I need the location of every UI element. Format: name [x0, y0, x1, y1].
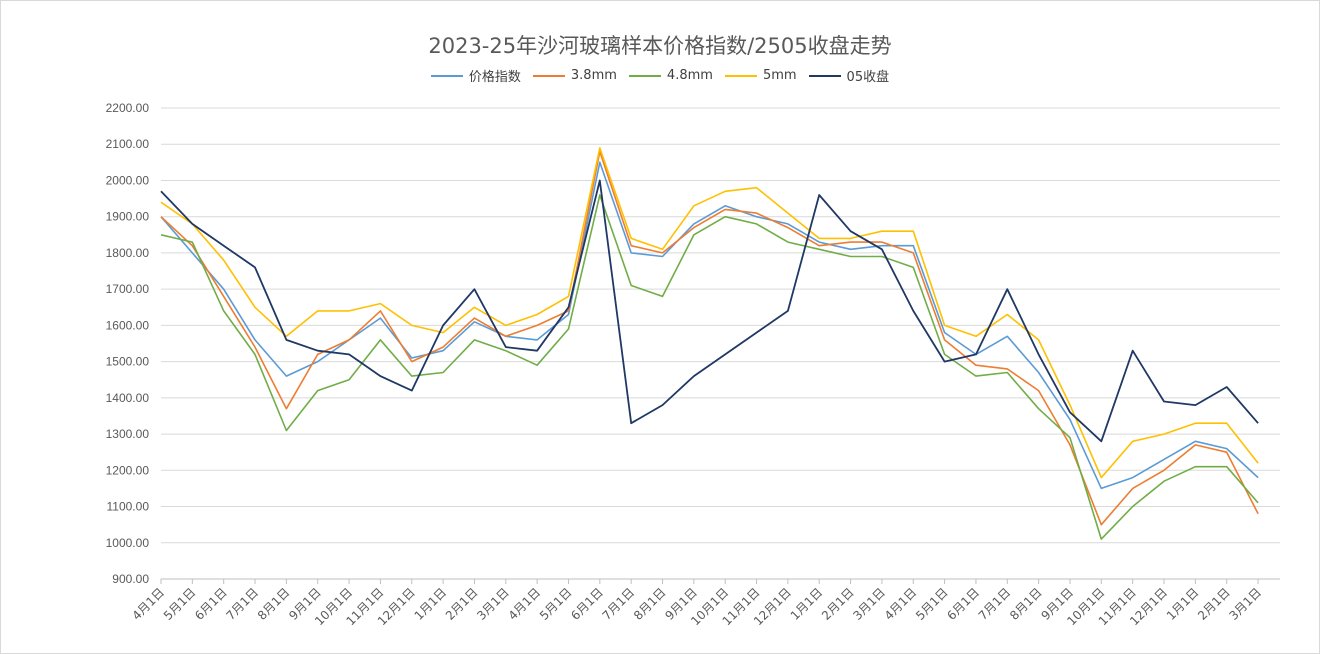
x-axis: 4月1日5月1日6月1日7月1日8月1日9月1日10月1日11月1日12月1日1…: [129, 579, 1264, 628]
legend-label-4-8mm: 4.8mm: [666, 68, 713, 83]
legend-item-05-close: 05收盘: [808, 66, 890, 85]
x-tick-label: 1月1日: [788, 585, 826, 623]
x-tick-label: 2月1日: [819, 585, 857, 623]
legend-swatch-4-8mm: [628, 74, 661, 77]
series-line-0: [160, 161, 1259, 490]
legend-item-5mm: 5mm: [724, 66, 797, 85]
y-tick-label: 1400.00: [106, 391, 150, 405]
y-tick-label: 1900.00: [106, 210, 150, 224]
legend-item-3-8mm: 3.8mm: [532, 66, 617, 85]
x-tick-label: 5月1日: [913, 585, 951, 623]
legend-swatch-index: [430, 74, 463, 77]
y-tick-label: 2000.00: [106, 173, 150, 187]
y-tick-label: 1700.00: [106, 282, 150, 296]
series-line-3: [160, 147, 1259, 479]
x-tick-label: 6月1日: [192, 585, 230, 623]
legend-item-4-8mm: 4.8mm: [628, 66, 713, 85]
x-tick-label: 1月1日: [1164, 585, 1202, 623]
x-tick-label: 8月1日: [1007, 585, 1045, 623]
x-tick-label: 8月1日: [255, 585, 293, 623]
y-tick-label: 1000.00: [106, 536, 150, 550]
y-tick-label: 1100.00: [107, 500, 150, 514]
x-tick-label: 7月1日: [600, 585, 638, 623]
x-tick-label: 5月1日: [161, 585, 199, 623]
legend-item-index: 价格指数: [430, 66, 521, 85]
legend-swatch-5mm: [724, 74, 757, 77]
gridlines: [161, 107, 1280, 580]
y-tick-label: 1800.00: [106, 246, 150, 260]
x-tick-label: 4月1日: [882, 585, 920, 623]
series-line-1: [160, 150, 1259, 526]
y-tick-label: 2100.00: [106, 137, 150, 151]
x-tick-label: 4月1日: [129, 585, 167, 623]
x-tick-label: 7月1日: [976, 585, 1014, 623]
x-tick-label: 4月1日: [506, 585, 544, 623]
x-tick-label: 2月1日: [1195, 585, 1233, 623]
x-tick-label: 3月1日: [850, 585, 888, 623]
series-lines: [160, 147, 1259, 540]
series-line-4: [160, 179, 1259, 443]
x-tick-label: 7月1日: [223, 585, 261, 623]
legend-label-05-close: 05收盘: [846, 70, 890, 85]
legend-label-3-8mm: 3.8mm: [570, 68, 617, 83]
legend-swatch-05-close: [808, 74, 841, 77]
y-tick-label: 1600.00: [106, 318, 150, 332]
legend-label-5mm: 5mm: [762, 68, 797, 83]
x-tick-label: 5月1日: [537, 585, 575, 623]
x-tick-label: 6月1日: [944, 585, 982, 623]
y-tick-label: 1200.00: [106, 463, 150, 477]
chart-title: 2023-25年沙河玻璃样本价格指数/2505收盘走势: [428, 34, 892, 58]
x-tick-label: 1月1日: [412, 585, 450, 623]
y-tick-label: 900.00: [112, 572, 149, 586]
series-line-2: [160, 194, 1259, 540]
x-tick-label: 6月1日: [568, 585, 606, 623]
y-tick-label: 2200.00: [106, 101, 150, 115]
legend-swatch-3-8mm: [532, 74, 565, 77]
y-axis: 900.00 1000.00 1100.00 1200.00 1300.00 1400.0…: [106, 101, 150, 586]
legend: 价格指数 3.8mm 4.8mm 5mm 05收盘: [0, 66, 1320, 85]
legend-label-index: 价格指数: [468, 70, 521, 85]
x-tick-label: 3月1日: [474, 585, 512, 623]
x-tick-label: 2月1日: [443, 585, 481, 623]
x-tick-label: 3月1日: [1227, 585, 1265, 623]
y-tick-label: 1300.00: [106, 427, 150, 441]
x-tick-label: 8月1日: [631, 585, 669, 623]
y-tick-label: 1500.00: [106, 355, 150, 369]
